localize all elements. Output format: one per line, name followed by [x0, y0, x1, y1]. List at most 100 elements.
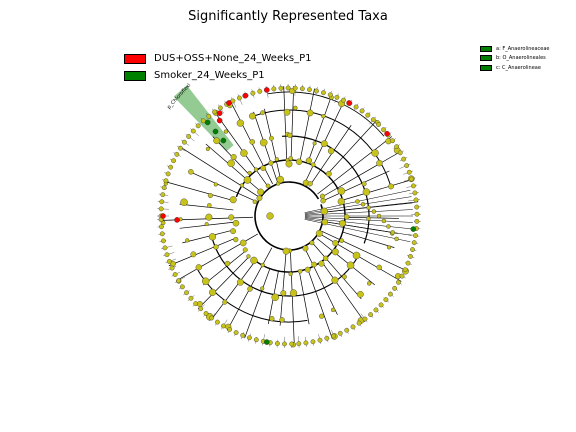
tree-node [376, 122, 381, 127]
key-swatch [480, 55, 492, 62]
tree-node [159, 231, 165, 237]
tree-node [411, 240, 417, 246]
tree-node [312, 141, 317, 146]
tree-node [303, 340, 309, 346]
tree-node [160, 192, 166, 198]
tree-node [376, 264, 382, 271]
green-node [204, 119, 211, 126]
tree-node [260, 165, 266, 171]
branches-layer [157, 84, 421, 348]
branch [342, 231, 395, 248]
tree-node [371, 149, 379, 157]
branch [253, 111, 278, 183]
tree-node [213, 244, 219, 250]
branch [163, 180, 236, 202]
tree-node [218, 105, 223, 111]
tree-node [230, 154, 237, 161]
tree-node [227, 327, 233, 332]
tree-node [343, 214, 350, 220]
tree-node [269, 316, 275, 322]
tree-node [413, 233, 418, 238]
tree-node [285, 85, 291, 91]
tree-node [172, 272, 178, 277]
tree-node [320, 140, 328, 148]
red-node [216, 117, 223, 124]
tree-node [289, 289, 298, 297]
branch [304, 248, 338, 315]
tree-node [227, 159, 235, 168]
tree-node [201, 277, 210, 285]
tree-node [319, 193, 326, 199]
tree-node [260, 262, 265, 268]
tree-node [276, 175, 284, 184]
branch [213, 109, 269, 187]
tree-node [271, 86, 277, 92]
tree-node [362, 188, 371, 196]
tree-node [161, 185, 167, 191]
tree-node [239, 183, 244, 188]
tree-node [360, 202, 366, 207]
legend-label: Smoker_24_Weeks_P1 [154, 70, 265, 81]
tree-node [280, 290, 287, 297]
tree-node [188, 169, 194, 175]
tree-node [184, 290, 189, 296]
tree-node [283, 108, 291, 116]
clade-highlight [173, 85, 234, 152]
tree-node [250, 90, 256, 96]
tree-node [274, 341, 280, 346]
tree-node [257, 188, 264, 196]
tree-node [306, 109, 314, 117]
tree-node [314, 88, 319, 94]
branch [307, 268, 333, 339]
branch [342, 178, 414, 201]
tree-node [169, 265, 175, 271]
tree-node [408, 254, 413, 259]
tree-node [293, 105, 298, 111]
branch [188, 170, 257, 202]
tree-node [325, 170, 332, 177]
tree-node [243, 176, 252, 184]
diagram-title: Significantly Represented Taxa [188, 9, 388, 24]
tree-node [355, 199, 360, 204]
tree-node [222, 299, 228, 305]
branch [317, 136, 393, 195]
tree-node [318, 260, 325, 267]
tree-node [249, 112, 256, 120]
tree-node [233, 236, 239, 243]
tree-node [247, 170, 252, 176]
legend-label: DUS+OSS+None_24_Weeks_P1 [154, 53, 312, 64]
tree-node [233, 330, 239, 335]
tree-node [168, 164, 174, 170]
tree-node [285, 160, 293, 168]
tree-node [307, 87, 312, 93]
branch [283, 86, 288, 161]
tree-node [392, 285, 398, 291]
tree-node [165, 171, 171, 177]
key-legend: a: F_Anaerolineaceae b: O_Anaerolineales… [480, 44, 550, 73]
red-node [242, 92, 249, 99]
green-node [212, 128, 219, 135]
tree-node [266, 212, 274, 220]
tree-node [213, 182, 218, 187]
tree-node [195, 264, 202, 271]
green-node [263, 339, 270, 345]
tree-node [203, 311, 209, 316]
tree-node [159, 224, 164, 230]
branch [182, 229, 235, 244]
tree-node [383, 297, 389, 303]
tree-node [259, 138, 268, 147]
tree-node [204, 222, 209, 227]
tree-node [307, 181, 313, 187]
tree-node [268, 135, 274, 141]
tree-node [376, 159, 383, 167]
tree-node [161, 238, 166, 244]
branch [316, 238, 376, 286]
tree-node [321, 90, 326, 96]
tree-node [341, 274, 347, 280]
key-legend-item-c: c: C_Anaerolineae [480, 63, 550, 73]
red-node [384, 130, 390, 137]
tree-node [206, 113, 212, 119]
tree-node [178, 145, 183, 151]
tree-node [368, 312, 373, 318]
branch [321, 261, 365, 323]
